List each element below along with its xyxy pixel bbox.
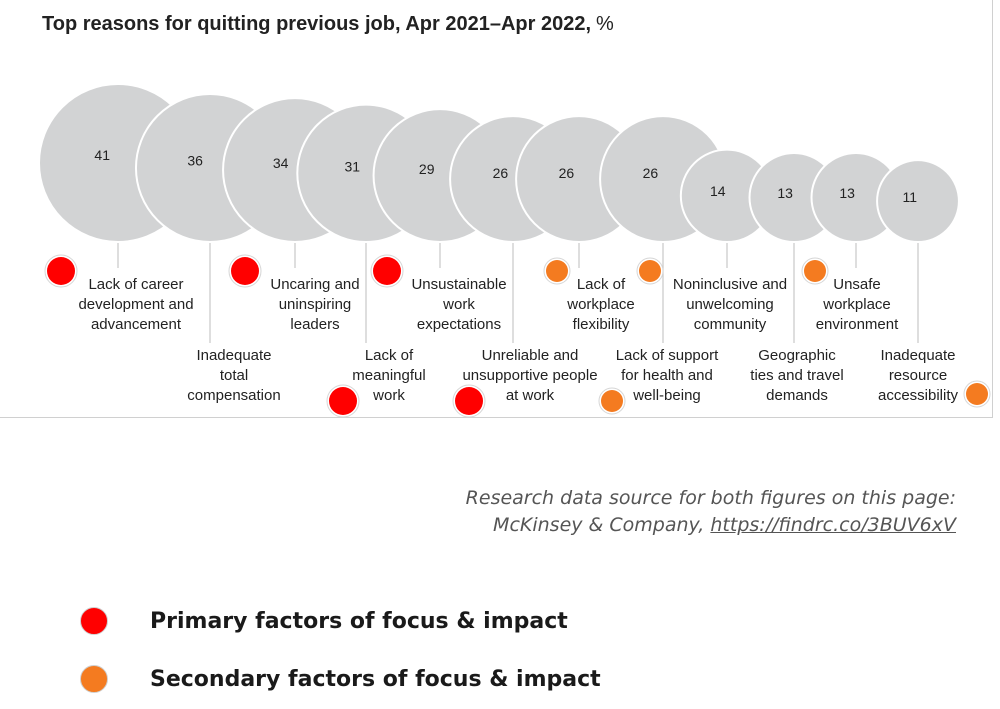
category-label-line: expectations [417,316,501,333]
category-label-line: Unsustainable [411,276,506,293]
category-label-line: compensation [187,387,280,404]
category-label-line: unsupportive people [462,367,597,384]
primary-dot-icon [80,607,108,635]
secondary-marker [804,260,826,282]
category-label: Unsustainable work expectations [411,276,506,333]
value-label: 36 [187,153,203,169]
category-label-line: work [442,296,475,313]
connector-lines [117,240,919,343]
category-label-line: meaningful [352,367,425,384]
category-label-line: Uncaring and [270,276,359,293]
source-line-2: McKinsey & Company, https://findrc.co/3B… [466,512,956,539]
chart-title-unit: % [596,13,614,35]
category-label-line: flexibility [573,316,630,333]
secondary-marker [639,260,661,282]
category-label-line: workplace [822,296,891,313]
category-label-line: Unsafe [833,276,881,293]
secondary-dot-icon [80,665,108,693]
secondary-marker [966,383,988,405]
category-label-line: well-being [632,387,701,404]
category-label-line: uninspiring [279,296,352,313]
bubble-chart: Top reasons for quitting previous job, A… [38,13,991,418]
chart-title: Top reasons for quitting previous job, A… [42,13,614,35]
value-label: 26 [643,165,659,181]
bubble-group [38,83,960,244]
category-label: Unsafe workplace environment [816,276,899,333]
category-label: Uncaring and uninspiring leaders [270,276,359,333]
legend-secondary-label: Secondary factors of focus & impact [150,666,601,692]
category-label-line: total [220,367,248,384]
primary-marker [455,387,483,415]
category-label-line: demands [766,387,828,404]
category-label-line: Lack of [365,347,414,364]
category-label: Geographic ties and travel demands [750,347,843,404]
category-label-line: workplace [566,296,635,313]
category-label-line: for health and [621,367,713,384]
category-label: Lack of meaningful work [352,347,425,404]
category-label: Inadequate total compensation [187,347,280,404]
secondary-marker [601,390,623,412]
legend-primary: Primary factors of focus & impact [80,607,568,635]
legend-primary-label: Primary factors of focus & impact [150,608,568,634]
value-label: 13 [777,185,793,201]
category-label-line: ties and travel [750,367,843,384]
category-label-line: work [372,387,405,404]
category-label-line: leaders [290,316,339,333]
value-label: 13 [839,185,855,201]
source-link[interactable]: https://findrc.co/3BUV6xV [710,514,956,536]
value-label: 41 [94,147,110,163]
category-label: Lack of support for health and well-being [616,347,719,404]
value-label: 34 [273,155,289,171]
category-label-line: at work [506,387,555,404]
secondary-marker [546,260,568,282]
source-line-1: Research data source for both figures on… [465,487,956,509]
value-label: 14 [710,183,726,199]
category-label-line: community [694,316,767,333]
category-label-line: Lack of career [88,276,183,293]
primary-marker [373,257,401,285]
category-label: Lack of workplace flexibility [566,276,635,333]
category-label-line: Noninclusive and [673,276,787,293]
category-label-line: Lack of support [616,347,719,364]
category-label-line: Inadequate [880,347,955,364]
value-label: 11 [903,189,918,205]
category-label-line: environment [816,316,899,333]
primary-marker [47,257,75,285]
category-label-line: Unreliable and [482,347,579,364]
source-prefix: McKinsey & Company, [493,514,711,536]
category-label-line: Geographic [758,347,836,364]
value-label: 31 [344,158,360,174]
category-label-line: unwelcoming [686,296,774,313]
category-label: Unreliable and unsupportive people at work [462,347,597,404]
value-label: 29 [419,161,435,177]
bubble [876,159,960,243]
category-label-line: resource [889,367,947,384]
legend-secondary: Secondary factors of focus & impact [80,665,601,693]
value-label: 26 [493,165,509,181]
category-label: Inadequate resource accessibility [878,347,959,404]
marker-group [44,254,991,418]
primary-marker [329,387,357,415]
source-note: Research data source for both figures on… [466,485,956,539]
category-label: Noninclusive and unwelcoming community [673,276,787,333]
category-label-line: Lack of [577,276,626,293]
primary-marker [231,257,259,285]
chart-title-text: Top reasons for quitting previous job, A… [42,13,591,35]
category-label-group: Lack of career development and advancement… [78,276,958,404]
chart-panel: Top reasons for quitting previous job, A… [0,0,993,418]
value-label: 26 [559,165,575,181]
category-label-line: development and [78,296,193,313]
category-label-line: accessibility [878,387,959,404]
category-label: Lack of career development and advancement [78,276,193,333]
category-label-line: advancement [91,316,182,333]
value-label-group: 41 36 34 31 29 26 26 26 14 13 13 11 [94,147,917,205]
category-label-line: Inadequate [196,347,271,364]
